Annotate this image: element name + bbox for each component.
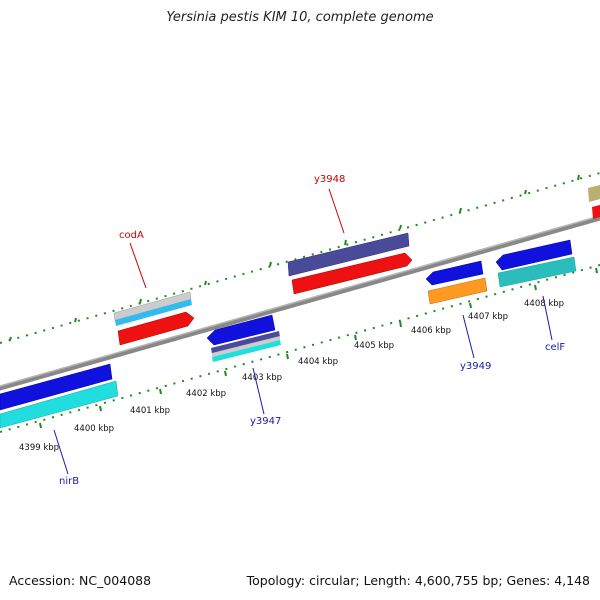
map-title: Yersinia pestis KIM 10, complete genome bbox=[166, 10, 434, 25]
tick-label: 4400 kbp bbox=[74, 424, 114, 434]
gene-label-y3947[interactable]: y3947 bbox=[250, 416, 281, 427]
genome-summary-text: Topology: circular; Length: 4,600,755 bp… bbox=[246, 573, 590, 588]
tick-label: 4408 kbp bbox=[524, 299, 564, 309]
tick-label: 4405 kbp bbox=[354, 341, 394, 351]
accession-text: Accession: NC_004088 bbox=[9, 573, 152, 588]
gene-label-y3948[interactable]: y3948 bbox=[314, 174, 345, 185]
gene-labels: y3948 codA nirB y3947 y3949 celF bbox=[59, 174, 565, 487]
feature-y3947[interactable] bbox=[206, 314, 281, 362]
feature-y3949[interactable] bbox=[425, 260, 488, 305]
tick-label: 4403 kbp bbox=[242, 373, 282, 383]
gene-label-celf[interactable]: celF bbox=[545, 342, 565, 353]
gene-label-nirb[interactable]: nirB bbox=[59, 476, 79, 487]
genome-backbone-highlight bbox=[0, 215, 600, 387]
tick-label: 4402 kbp bbox=[186, 389, 226, 399]
leader-nirb bbox=[53, 429, 69, 475]
forward-ruler-ticks bbox=[9, 174, 580, 341]
label-leader-lines bbox=[53, 188, 553, 475]
tick-label: 4401 kbp bbox=[130, 406, 170, 416]
feature-offscreen-right[interactable] bbox=[588, 185, 600, 219]
leader-y3949 bbox=[462, 314, 475, 359]
leader-y3948 bbox=[328, 188, 345, 234]
leader-y3947 bbox=[252, 367, 265, 415]
tick-labels: 4399 kbp 4400 kbp 4401 kbp 4402 kbp 4403… bbox=[19, 299, 564, 453]
feature-nirb[interactable] bbox=[0, 363, 119, 429]
feature-y3948[interactable] bbox=[287, 232, 413, 295]
tick-label: 4404 kbp bbox=[298, 357, 338, 367]
gene-label-coda[interactable]: codA bbox=[119, 230, 144, 241]
reverse-ruler-ticks bbox=[39, 267, 598, 429]
leader-coda bbox=[129, 242, 147, 289]
leader-celf bbox=[542, 295, 553, 341]
tick-label: 4407 kbp bbox=[468, 312, 508, 322]
feature-celf[interactable] bbox=[495, 239, 577, 288]
tick-label: 4399 kbp bbox=[19, 443, 59, 453]
gene-label-y3949[interactable]: y3949 bbox=[460, 361, 491, 372]
feature-coda[interactable] bbox=[113, 291, 195, 346]
tick-label: 4406 kbp bbox=[411, 326, 451, 336]
genome-backbone bbox=[0, 215, 600, 391]
